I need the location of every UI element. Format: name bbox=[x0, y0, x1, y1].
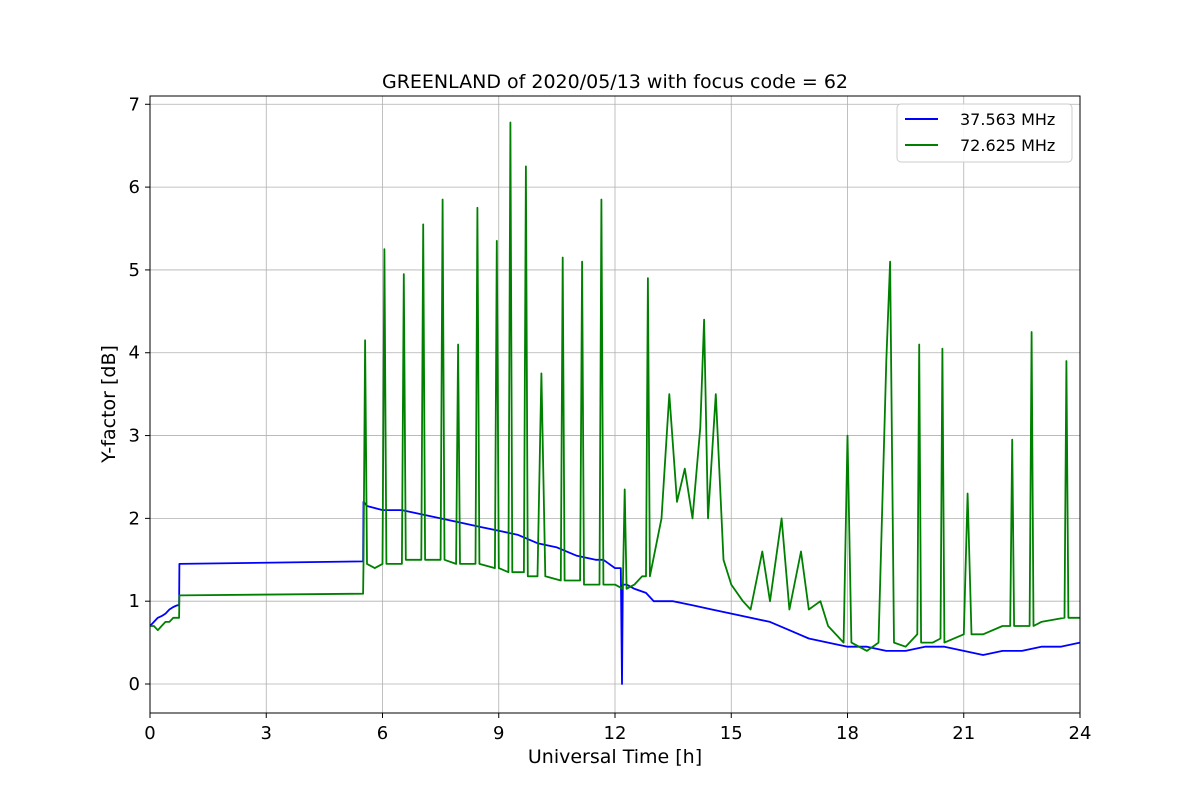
y-tick-label: 5 bbox=[129, 260, 140, 281]
legend-box bbox=[896, 103, 1073, 163]
x-tick-label: 6 bbox=[377, 723, 388, 744]
series-layer bbox=[150, 121, 1080, 685]
x-tick-label: 0 bbox=[144, 723, 155, 744]
y-tick-label: 0 bbox=[129, 674, 140, 695]
x-tick-label: 12 bbox=[604, 723, 627, 744]
y-tick-label: 1 bbox=[129, 591, 140, 612]
y-tick-label: 3 bbox=[129, 426, 140, 447]
y-tick-label: 2 bbox=[129, 508, 140, 529]
legend-label-37-563-mhz: 37.563 MHz bbox=[960, 110, 1055, 129]
x-axis: 0 3 6 9 12 15 18 21 24 bbox=[144, 713, 1091, 744]
x-tick-label: 3 bbox=[261, 723, 272, 744]
x-tick-label: 21 bbox=[952, 723, 975, 744]
y-tick-label: 4 bbox=[129, 343, 140, 364]
y-tick-label: 7 bbox=[129, 94, 140, 115]
x-tick-label: 24 bbox=[1069, 723, 1092, 744]
x-tick-label: 9 bbox=[493, 723, 504, 744]
x-axis-label: Universal Time [h] bbox=[528, 746, 702, 768]
legend-label-72-625-mhz: 72.625 MHz bbox=[960, 136, 1055, 155]
y-tick-label: 6 bbox=[129, 177, 140, 198]
chart-title: GREENLAND of 2020/05/13 with focus code … bbox=[382, 71, 848, 93]
x-tick-label: 18 bbox=[836, 723, 859, 744]
y-axis-label: Y-factor [dB] bbox=[98, 345, 120, 464]
y-axis: 0 1 2 3 4 5 6 7 bbox=[129, 94, 150, 695]
legend: 37.563 MHz 72.625 MHz bbox=[896, 103, 1073, 163]
series-line-72-625-mhz bbox=[150, 121, 1080, 652]
x-tick-label: 15 bbox=[720, 723, 743, 744]
series-line-37-563-mhz bbox=[150, 500, 1080, 685]
